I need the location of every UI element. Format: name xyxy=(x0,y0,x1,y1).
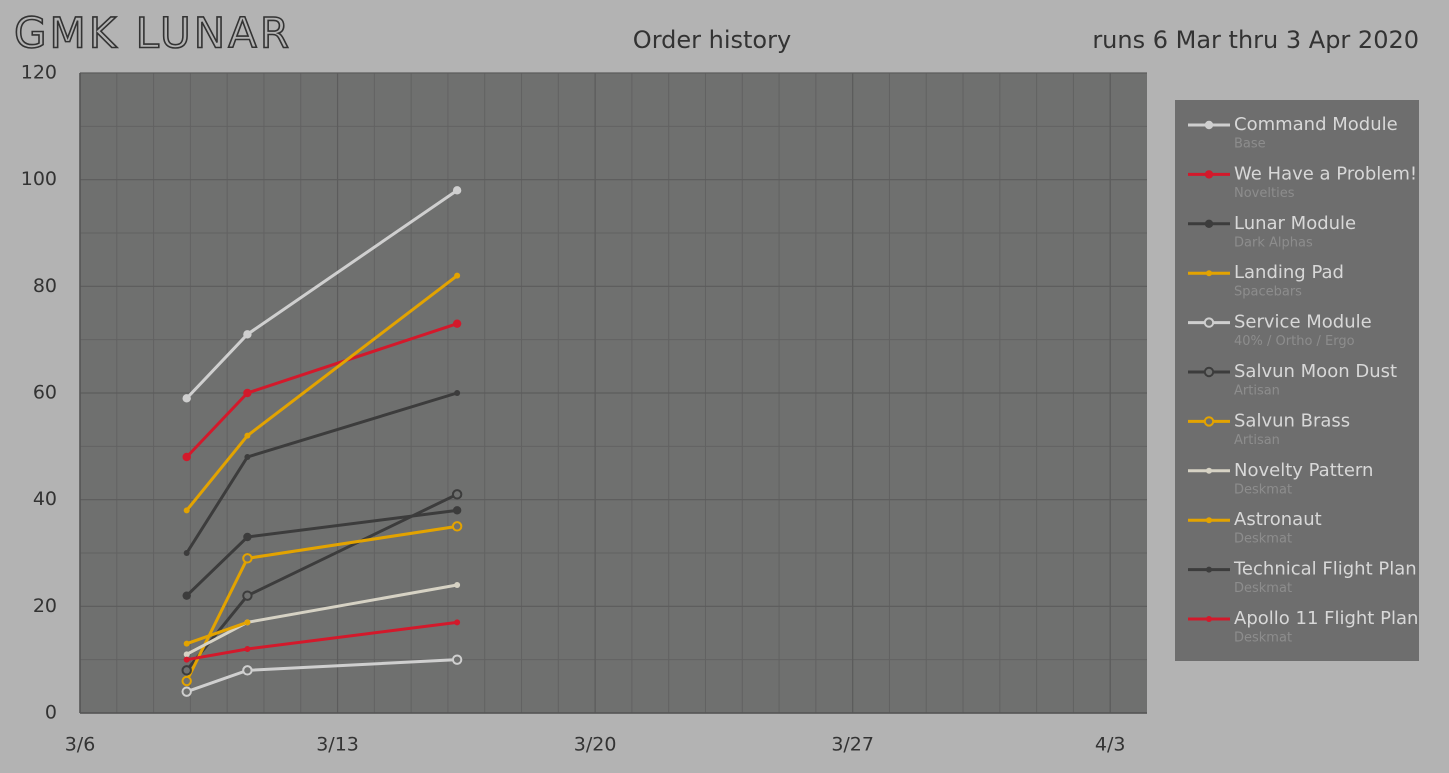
data-point xyxy=(452,319,462,328)
legend-label: We Have a Problem! xyxy=(1234,163,1417,184)
brand-logo: GMK LUNAR xyxy=(14,9,292,58)
legend-marker xyxy=(1206,566,1212,573)
y-tick-label: 120 xyxy=(21,62,57,84)
legend-group: Artisan xyxy=(1234,384,1280,399)
data-point xyxy=(244,619,251,626)
data-point xyxy=(183,656,190,663)
data-point xyxy=(242,665,253,676)
data-point xyxy=(454,272,461,279)
chart-subtitle: runs 6 Mar thru 3 Apr 2020 xyxy=(1092,26,1419,54)
data-point xyxy=(454,619,461,626)
legend-marker xyxy=(1203,416,1215,427)
data-point xyxy=(451,489,463,500)
legend-box xyxy=(1175,100,1419,661)
data-point xyxy=(242,553,253,564)
legend-label: Command Module xyxy=(1234,114,1398,135)
legend-label: Salvun Moon Dust xyxy=(1234,361,1397,382)
data-point xyxy=(181,686,192,697)
y-tick-label: 0 xyxy=(45,702,57,724)
legend-group: Deskmat xyxy=(1234,581,1292,596)
legend-marker xyxy=(1206,270,1212,277)
data-point xyxy=(183,507,190,514)
data-point xyxy=(452,506,462,515)
data-point xyxy=(243,388,252,398)
data-point xyxy=(243,330,252,339)
x-tick-label: 3/13 xyxy=(316,734,359,756)
legend-label: Lunar Module xyxy=(1234,213,1356,234)
legend-label: Service Module xyxy=(1234,312,1372,333)
legend-group: Base xyxy=(1234,137,1266,152)
data-point xyxy=(454,582,461,588)
y-tick-label: 20 xyxy=(33,595,57,617)
data-point xyxy=(451,521,463,532)
legend-marker xyxy=(1204,219,1214,228)
chart-title: Order history xyxy=(633,26,791,54)
legend-label: Apollo 11 Flight Plan xyxy=(1234,608,1418,629)
legend-group: 40% / Ortho / Ergo xyxy=(1234,334,1355,349)
legend-group: Artisan xyxy=(1234,433,1280,448)
y-tick-label: 60 xyxy=(33,382,57,404)
x-tick-label: 3/6 xyxy=(65,734,96,756)
data-point xyxy=(244,646,251,652)
data-point xyxy=(182,591,191,600)
data-point xyxy=(452,186,462,195)
x-tick-label: 3/20 xyxy=(574,734,617,756)
data-point xyxy=(181,675,192,687)
legend-marker xyxy=(1206,467,1212,474)
data-point xyxy=(182,452,191,462)
data-point xyxy=(242,590,253,601)
data-point xyxy=(183,640,190,647)
legend-group: Dark Alphas xyxy=(1234,235,1313,250)
data-point xyxy=(454,390,461,396)
legend-label: Landing Pad xyxy=(1234,262,1344,283)
legend-label: Novelty Pattern xyxy=(1234,460,1373,481)
legend-group: Deskmat xyxy=(1234,631,1292,646)
legend-marker xyxy=(1206,517,1212,524)
legend-label: Astronaut xyxy=(1234,509,1322,530)
data-point xyxy=(244,432,251,439)
data-point xyxy=(183,651,190,658)
y-tick-label: 80 xyxy=(33,275,57,297)
data-point xyxy=(244,454,251,460)
legend-group: Spacebars xyxy=(1234,285,1302,300)
legend-marker xyxy=(1203,366,1215,378)
legend-group: Novelties xyxy=(1234,186,1295,201)
legend-group: Deskmat xyxy=(1234,532,1292,547)
data-point xyxy=(182,394,191,403)
legend-marker xyxy=(1204,120,1214,130)
y-tick-label: 40 xyxy=(33,488,57,510)
y-tick-label: 100 xyxy=(21,168,57,190)
legend-group: Deskmat xyxy=(1234,482,1292,497)
legend-marker xyxy=(1206,616,1212,622)
legend-marker xyxy=(1204,170,1214,179)
legend-label: Technical Flight Plan xyxy=(1233,559,1417,580)
x-tick-label: 4/3 xyxy=(1095,734,1126,756)
legend-marker xyxy=(1203,317,1215,328)
series-line xyxy=(186,620,248,646)
data-point xyxy=(243,532,252,542)
data-point xyxy=(181,665,192,676)
data-point xyxy=(183,550,190,556)
x-tick-label: 3/27 xyxy=(831,734,874,756)
data-point xyxy=(451,654,463,665)
legend-label: Salvun Brass xyxy=(1234,410,1350,431)
